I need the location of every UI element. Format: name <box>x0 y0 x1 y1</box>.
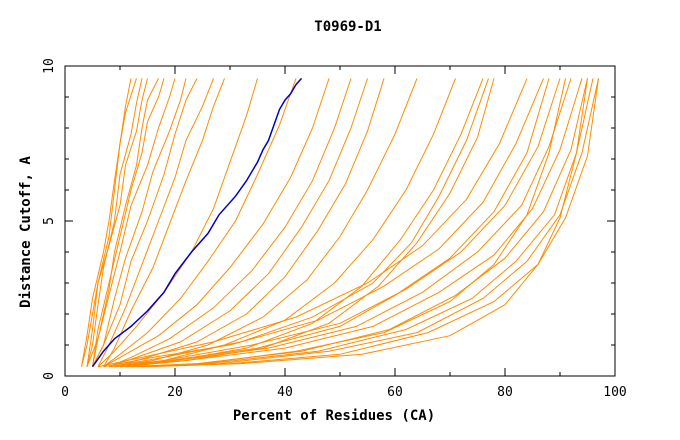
model-series-line-6 <box>92 78 165 367</box>
y-tick-label: 10 <box>42 58 57 74</box>
model-series-line-2 <box>81 78 137 367</box>
ticks-group: 0 20 40 60 80 100 0 5 10 <box>42 58 627 400</box>
x-axis-label: Percent of Residues (CA) <box>233 408 435 424</box>
model-series-line-10 <box>97 78 214 367</box>
model-series-line-11 <box>103 78 225 367</box>
model-series-line-32 <box>114 78 550 368</box>
y-tick-label: 0 <box>42 372 57 380</box>
model-series-line-24 <box>103 78 544 368</box>
model-series-line-14 <box>103 78 330 368</box>
model-series-line-30 <box>136 78 599 368</box>
model-series-line-33 <box>130 78 566 368</box>
model-series-line-34 <box>147 78 588 368</box>
model-series-line-23 <box>97 78 528 368</box>
x-tick-label: 80 <box>497 385 513 400</box>
model-series-line-21 <box>125 78 495 368</box>
model-series-line-4 <box>86 78 148 367</box>
x-tick-label: 20 <box>167 385 183 400</box>
model-series-line-19 <box>119 78 456 368</box>
model-series-line-7 <box>86 78 176 367</box>
model-series-line-3 <box>86 78 143 367</box>
x-tick-label: 60 <box>387 385 403 400</box>
x-tick-label: 40 <box>277 385 293 400</box>
model-series-line-18 <box>114 78 418 368</box>
model-series-line-22 <box>108 78 489 368</box>
model-series-line-25 <box>108 78 561 368</box>
model-series-line-29 <box>130 78 594 368</box>
y-tick-label: 5 <box>42 217 57 225</box>
model-series-line-8 <box>92 78 187 367</box>
model-series-line-16 <box>108 78 368 368</box>
y-axis-label: Distance Cutoff, A <box>18 156 34 308</box>
x-tick-label: 0 <box>61 385 69 400</box>
model-series-line-1 <box>81 78 132 367</box>
model-series-line-9 <box>92 78 198 367</box>
model-series-line-26 <box>114 78 572 368</box>
highlight-series-line <box>91 77 303 368</box>
model-series-line-5 <box>92 78 159 367</box>
series-group <box>81 77 599 368</box>
chart-title: T0969-D1 <box>314 19 381 35</box>
x-tick-label: 100 <box>603 385 626 400</box>
model-series-line-27 <box>119 78 583 368</box>
model-series-line-13 <box>103 78 297 368</box>
model-series-line-15 <box>108 78 352 368</box>
model-series-line-17 <box>114 78 385 368</box>
model-series-line-31 <box>141 78 599 368</box>
